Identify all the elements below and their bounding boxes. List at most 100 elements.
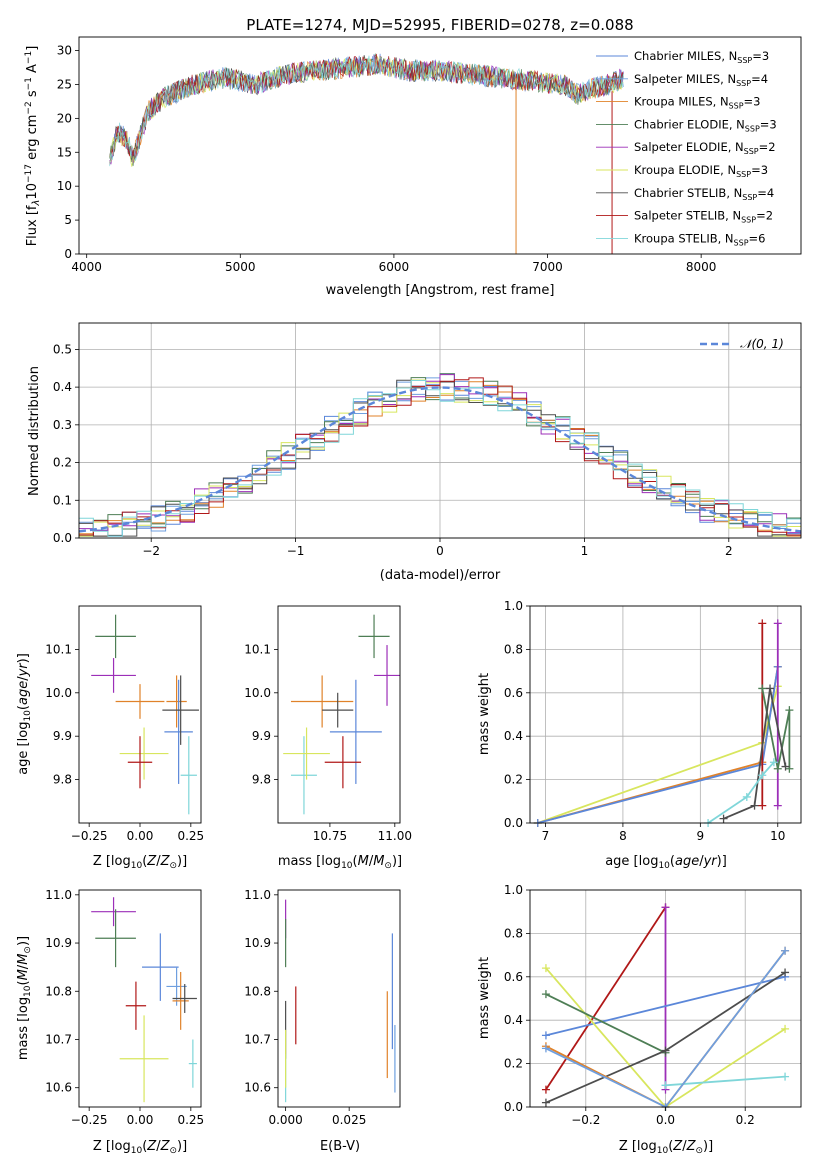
age-vs-z-x-axis-label: Z [log10(Z/Z⊙)] [93, 854, 187, 871]
spectrum-y-tick-label: 10 [57, 179, 72, 193]
residuals-y-tick-label: 0.2 [53, 456, 72, 470]
spectrum-series-line [109, 55, 624, 167]
weight-vs-z-marker [541, 1044, 550, 1053]
weight-vs-z-marker [781, 1072, 790, 1081]
weight-vs-age-marker [769, 758, 778, 767]
weight-vs-z-marker [781, 968, 790, 977]
weight-vs-z-x-axis-label: Z [log10(Z/Z⊙)] [619, 1139, 713, 1156]
mass-vs-ebv-y-tick-label: 10.6 [244, 1081, 271, 1095]
weight-vs-z-y-tick-label: 0.0 [504, 1100, 523, 1114]
age-vs-mass-y-tick-label: 9.8 [252, 773, 271, 787]
residuals-y-tick-label: 0.1 [53, 493, 72, 507]
residuals-x-tick-label: 0 [436, 544, 444, 558]
weight-vs-z-marker [781, 946, 790, 955]
weight-vs-age-series-line [761, 688, 791, 769]
age-vs-mass-x-axis-label: mass [log10(M/M⊙)] [278, 854, 402, 871]
mass-vs-z-x-axis-label: Z [log10(Z/Z⊙)] [93, 1139, 187, 1156]
residuals-legend-entry: 𝒩(0, 1) [740, 337, 784, 351]
spectrum-axes-frame [78, 36, 802, 255]
weight-vs-z-y-tick-label: 1.0 [504, 883, 523, 897]
spectrum-legend-entry: Chabrier STELIB, NSSP=4 [634, 186, 774, 202]
age-vs-z-y-axis-label: age [log10(age/yr)] [16, 653, 33, 775]
weight-vs-age-x-axis-label: age [log10(age/yr)] [605, 854, 727, 871]
weight-vs-z-series-line [545, 906, 667, 1091]
weight-vs-z-marker [661, 1046, 670, 1055]
weight-vs-age-marker [773, 764, 782, 773]
spectrum-y-axis-label: Flux [fλ10−17 erg cm−2 s−1 A−1] [24, 46, 42, 247]
spectrum-series-line [109, 55, 624, 165]
spectrum-series-line [109, 53, 624, 165]
spectrum-y-tick-label: 30 [57, 44, 72, 58]
weight-vs-z-y-tick-label: 0.8 [504, 926, 523, 940]
spectrum-y-tick-label: 15 [57, 145, 72, 159]
mass-vs-ebv-y-tick-label: 11.0 [244, 888, 271, 902]
mass-vs-z-x-tick-label: 0.25 [177, 1113, 204, 1127]
weight-vs-age-series-line [537, 686, 779, 824]
spectrum-series-line [109, 52, 624, 167]
spectrum-x-tick-label: 8000 [686, 260, 717, 274]
weight-vs-age-marker [758, 619, 767, 628]
weight-vs-age-marker [773, 619, 782, 628]
spectrum-x-axis-label: wavelength [Angstrom, rest frame] [326, 283, 555, 298]
mass-vs-z-x-tick-label: −0.25 [71, 1113, 108, 1127]
weight-vs-age-y-tick-label: 0.8 [504, 642, 523, 656]
weight-vs-z-x-tick-label: −0.2 [571, 1113, 600, 1127]
weight-vs-z-marker [541, 964, 550, 973]
age-vs-z-y-tick-label: 9.9 [53, 729, 72, 743]
residual-histogram [79, 374, 801, 534]
residuals-y-tick-label: 0.4 [53, 380, 72, 394]
weight-vs-age-marker [781, 762, 790, 771]
mass-vs-ebv-x-tick-label: 0.000 [268, 1113, 302, 1127]
weight-vs-age-y-tick-label: 0.4 [504, 729, 523, 743]
age-vs-mass-y-tick-label: 10.1 [244, 642, 271, 656]
spectrum-y-tick-label: 25 [57, 77, 72, 91]
mass-vs-ebv-y-tick-label: 10.8 [244, 984, 271, 998]
weight-vs-z-y-tick-label: 0.6 [504, 970, 523, 984]
age-vs-z-x-tick-label: −0.25 [71, 829, 108, 843]
age-vs-mass-y-tick-label: 10.0 [244, 686, 271, 700]
weight-vs-age-series-line [707, 761, 775, 824]
weight-vs-age-marker [750, 801, 759, 810]
weight-vs-z-marker [541, 1098, 550, 1107]
spectrum-x-tick-label: 7000 [532, 260, 563, 274]
weight-vs-z-series-line [665, 1075, 786, 1087]
weight-vs-age-x-tick-label: 10 [770, 829, 785, 843]
weight-vs-age-x-tick-label: 8 [619, 829, 627, 843]
weight-vs-age-marker [719, 814, 728, 823]
weight-vs-z-y-tick-label: 0.4 [504, 1013, 523, 1027]
weight-vs-z-y-axis-label: mass weight [477, 957, 492, 1039]
spectrum-y-tick-label: 20 [57, 111, 72, 125]
spectrum-legend-entry: Kroupa MILES, NSSP=3 [634, 95, 760, 111]
weight-vs-age-marker [773, 801, 782, 810]
weight-vs-age-marker [758, 771, 767, 780]
residuals-x-tick-label: −2 [142, 544, 160, 558]
residuals-y-axis-label: Normed distribution [27, 366, 42, 496]
age-vs-z-x-tick-label: 0.25 [177, 829, 204, 843]
mass-vs-z-y-tick-label: 11.0 [45, 888, 72, 902]
age-vs-mass-x-tick-label: 10.75 [313, 829, 347, 843]
residuals-x-axis-label: (data-model)/error [380, 568, 501, 583]
age-vs-z-y-tick-label: 9.8 [53, 773, 72, 787]
spectrum-x-tick-label: 6000 [379, 260, 410, 274]
weight-vs-age-x-tick-label: 9 [697, 829, 705, 843]
age-vs-z-y-tick-label: 10.0 [45, 686, 72, 700]
weight-vs-z-series-line [545, 975, 786, 1037]
spectrum-legend-entry: Kroupa STELIB, NSSP=6 [634, 231, 765, 247]
spectrum-legend-entry: Salpeter MILES, NSSP=4 [634, 72, 768, 88]
weight-vs-z-series-line [545, 993, 666, 1054]
weight-vs-age-marker [785, 706, 794, 715]
age-vs-mass-axes-frame [277, 605, 401, 824]
weight-vs-age-marker [742, 792, 751, 801]
spectrum-x-tick-label: 4000 [71, 260, 102, 274]
weight-vs-age-y-tick-label: 0.0 [504, 816, 523, 830]
weight-vs-age-series-line [723, 688, 787, 820]
weight-vs-age-y-axis-label: mass weight [477, 673, 492, 755]
weight-vs-age-marker [766, 684, 775, 693]
mass-vs-ebv-x-tick-label: 0.025 [332, 1113, 366, 1127]
spectrum-legend-entry: Chabrier MILES, NSSP=3 [634, 49, 769, 65]
mass-vs-z-y-tick-label: 10.6 [45, 1081, 72, 1095]
mass-vs-z-y-axis-label: mass [log10(M/M⊙)] [16, 936, 33, 1060]
residuals-x-tick-label: 1 [581, 544, 589, 558]
residuals-y-tick-label: 0.3 [53, 418, 72, 432]
